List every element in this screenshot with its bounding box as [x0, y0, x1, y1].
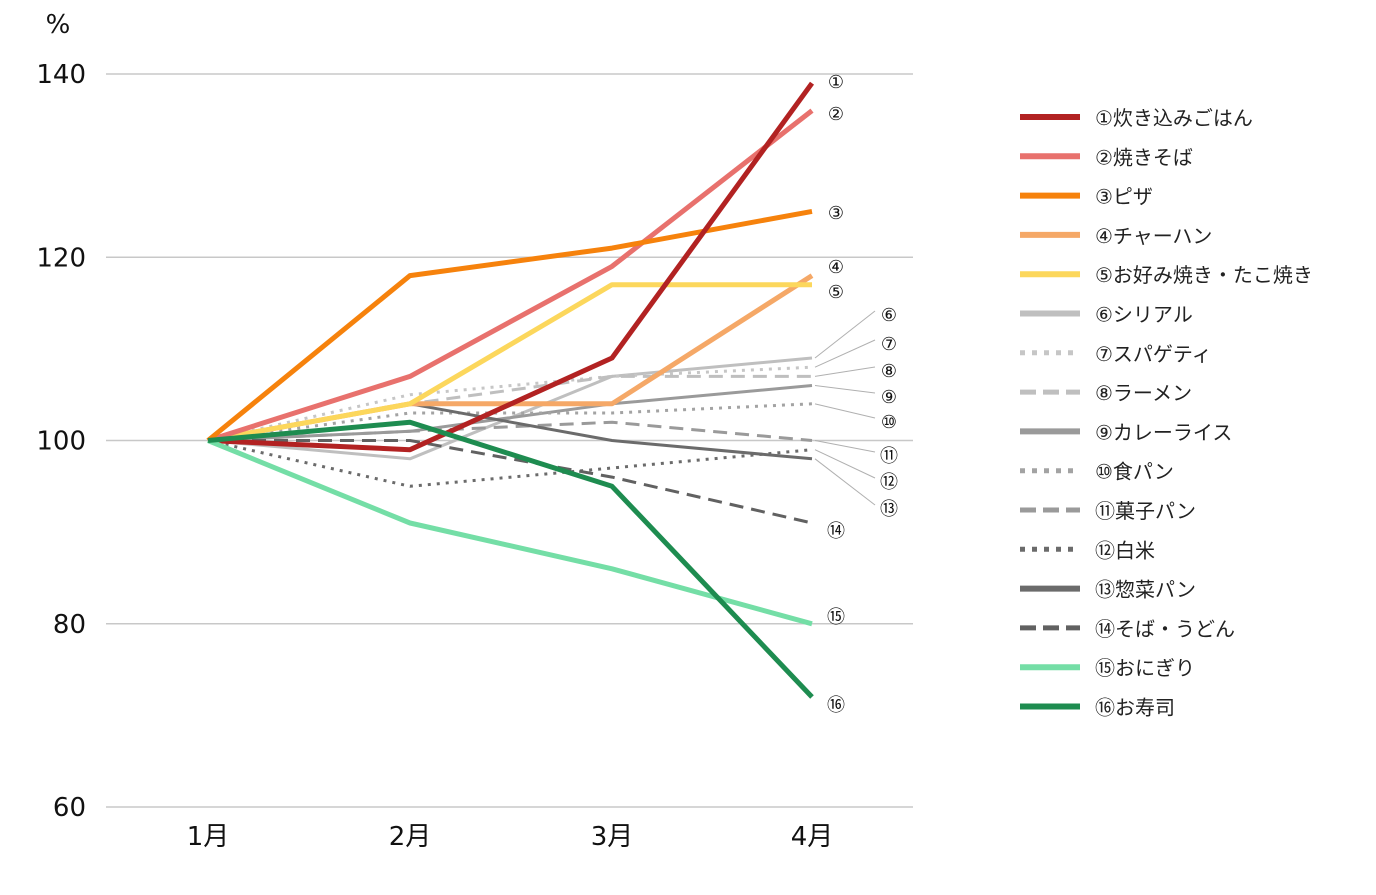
series-end-label: ⑨: [881, 387, 897, 408]
series-line-10: [207, 402, 813, 442]
legend-entry: ⑮おにぎり: [1095, 656, 1195, 680]
series-line-3: [206, 208, 813, 443]
legend-entry: ⑫白米: [1095, 538, 1155, 562]
series-end-label: ⑦: [881, 334, 897, 355]
legend-entry: ⑭そば・うどん: [1095, 617, 1235, 641]
legend-entry: ⑦スパゲティ: [1095, 342, 1212, 366]
legend-entry: ⑯お寿司: [1095, 696, 1175, 720]
legend-entry: ⑥シリアル: [1095, 303, 1193, 327]
series-end-label: ⑫: [880, 472, 898, 493]
series-layer: [206, 81, 815, 699]
x-tick-label: 2月: [389, 822, 432, 852]
series-line-16: [207, 419, 814, 699]
leader-line: [814, 449, 876, 479]
series-line-12: [207, 439, 813, 488]
series-end-label: ③: [828, 203, 844, 224]
series-line-14: [208, 439, 813, 525]
series-line-7: [207, 365, 813, 442]
series-end-label: ⑥: [881, 305, 897, 326]
leader-layer: [814, 310, 876, 506]
series-end-label: ⑩: [881, 412, 897, 433]
series-end-label: ⑭: [827, 521, 845, 542]
legend-entry: ⑧ラーメン: [1095, 381, 1192, 405]
series-line-4: [207, 273, 814, 443]
series-line-5: [207, 282, 812, 443]
y-tick-label: 120: [36, 243, 86, 273]
x-tick-label: 3月: [591, 822, 634, 852]
series-end-label: ②: [828, 104, 844, 125]
y-tick-label: 140: [36, 60, 86, 90]
y-tick-label: 100: [36, 427, 86, 457]
legend-entry: ③ピザ: [1095, 185, 1153, 209]
series-end-label: ⑧: [881, 361, 897, 382]
x-tick-label: 4月: [791, 822, 834, 852]
end-label-layer: ① ② ③ ④ ⑤ ⑥ ⑦ ⑧ ⑨ ⑩ ⑪ ⑫ ⑬ ⑭ ⑮ ⑯: [827, 72, 898, 716]
y-tick-label: 60: [53, 793, 86, 823]
series-end-label: ④: [828, 257, 844, 278]
leader-line: [814, 385, 876, 394]
series-end-label: ⑬: [880, 499, 898, 520]
series-line-2: [207, 108, 814, 443]
legend-entry: ⑤お好み焼き・たこ焼き: [1095, 263, 1313, 287]
series-end-label: ⑯: [827, 695, 845, 716]
legend-entry: ⑪菓子パン: [1095, 499, 1196, 523]
leader-line: [814, 366, 876, 377]
leader-line: [814, 403, 876, 419]
leader-line: [814, 458, 876, 506]
series-line-8: [207, 374, 812, 442]
series-end-label: ⑮: [827, 607, 845, 628]
leader-line: [814, 310, 876, 359]
series-line-1: [207, 81, 815, 453]
series-end-label: ①: [828, 72, 844, 93]
leader-line: [814, 339, 876, 368]
legend-entry: ⑨カレーライス: [1095, 420, 1232, 444]
leader-line: [814, 440, 876, 453]
y-tick-label: 80: [53, 610, 86, 640]
series-end-label: ⑪: [880, 446, 898, 467]
legend: ①炊き込みごはん ②焼きそば ③ピザ ④チャーハン ⑤お好み焼き・たこ焼き ⑥シリアル ⑦ス…: [1020, 106, 1313, 720]
x-tick-label: 1月: [187, 822, 230, 852]
legend-entry: ⑩食パン: [1095, 460, 1174, 484]
legend-entry: ⑬惣菜パン: [1095, 578, 1196, 602]
series-line-11: [207, 420, 813, 442]
series-end-label: ⑤: [828, 282, 844, 303]
legend-entry: ④チャーハン: [1095, 224, 1212, 248]
series-line-15: [207, 438, 813, 627]
legend-entry: ②焼きそば: [1095, 145, 1193, 169]
axis-layer: % 60 80 100 120 140 1月 2月 3月 4月: [36, 10, 833, 852]
legend-entry: ①炊き込みごはん: [1095, 106, 1253, 130]
y-unit-label: %: [46, 10, 71, 40]
